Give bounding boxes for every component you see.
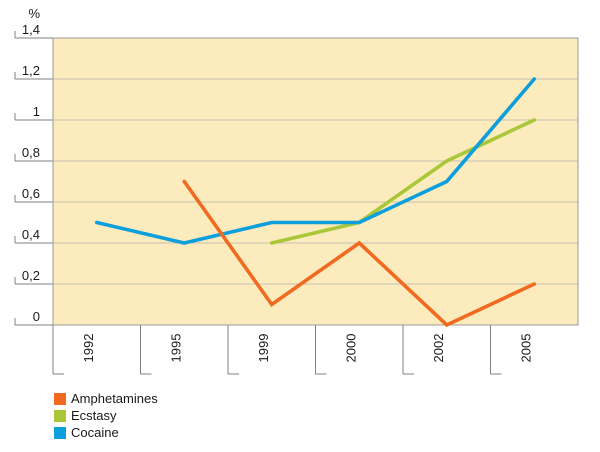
y-tick-label: 1 — [33, 104, 40, 119]
legend-label-cocaine: Cocaine — [71, 425, 119, 440]
y-axis-unit-label: % — [28, 6, 40, 21]
legend-item-ecstasy: Ecstasy — [54, 407, 158, 424]
x-tick-label: 2005 — [519, 334, 534, 363]
plot-border — [52, 37, 579, 326]
x-tick-label: 2002 — [431, 334, 446, 363]
x-tick-label: 1992 — [81, 334, 96, 363]
legend-swatch-cocaine — [54, 426, 66, 439]
legend-label-ecstasy: Ecstasy — [71, 408, 117, 423]
legend-item-cocaine: Cocaine — [54, 424, 158, 441]
y-tick-label: 0,6 — [22, 186, 40, 201]
legend-swatch-amphetamines — [54, 392, 66, 405]
legend-item-amphetamines: Amphetamines — [54, 390, 158, 407]
y-tick-label: 1,2 — [22, 63, 40, 78]
y-tick-label: 0 — [33, 309, 40, 324]
series-line-cocaine — [94, 77, 537, 245]
y-tick-label: 0,8 — [22, 145, 40, 160]
series-line-amphetamines — [182, 179, 537, 328]
plot-area — [53, 38, 578, 325]
legend-swatch-ecstasy — [54, 409, 66, 422]
series-line-ecstasy — [269, 118, 537, 245]
y-tick-label: 1,4 — [22, 22, 40, 37]
y-tick-label: 0,4 — [22, 227, 40, 242]
x-tick-label: 2000 — [344, 334, 359, 363]
x-tick-label: 1999 — [256, 334, 271, 363]
legend-label-amphetamines: Amphetamines — [71, 391, 158, 406]
y-tick-label: 0,2 — [22, 268, 40, 283]
legend: Amphetamines Ecstasy Cocaine — [54, 390, 158, 441]
x-tick-label: 1995 — [169, 334, 184, 363]
